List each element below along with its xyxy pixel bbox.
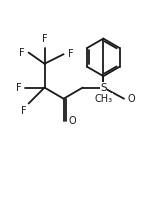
Text: F: F (21, 106, 26, 116)
Text: F: F (42, 34, 47, 44)
Text: F: F (68, 49, 73, 59)
Text: O: O (68, 116, 76, 126)
Text: F: F (16, 83, 21, 93)
Text: CH₃: CH₃ (94, 94, 112, 104)
Text: O: O (128, 94, 136, 104)
Text: S: S (100, 83, 107, 93)
Text: F: F (19, 48, 25, 58)
